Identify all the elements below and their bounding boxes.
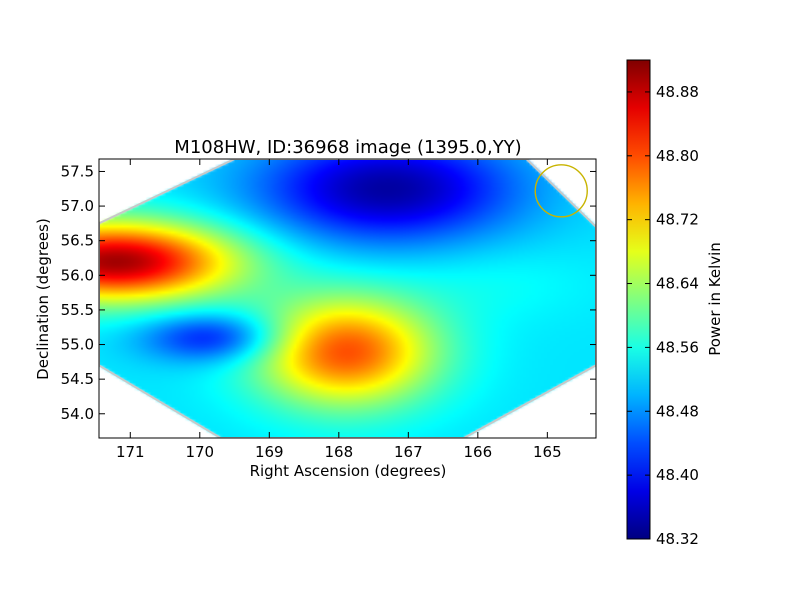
colorbar-tick-label: 48.48 [656, 402, 699, 420]
colorbar-tick-label: 48.80 [656, 147, 699, 165]
y-tick-label: 54.0 [61, 405, 94, 423]
colorbar: 48.32 48.40 48.48 48.56 48.64 48.72 48.80 48.88… [626, 59, 724, 548]
x-tick-label: 169 [255, 443, 284, 461]
y-tick-label: 54.5 [61, 370, 94, 388]
footprint-outline [99, 159, 596, 438]
x-tick-label: 170 [185, 443, 214, 461]
y-tick-label: 55.5 [61, 301, 94, 319]
x-tick-label: 167 [394, 443, 423, 461]
y-tick-label: 57.5 [61, 162, 94, 180]
y-tick-label: 56.0 [61, 266, 94, 284]
y-axis: 54.0 54.5 55.0 55.5 56.0 56.5 57.0 57.5 [61, 162, 596, 423]
beam-marker [534, 164, 588, 218]
plot-frame [98, 158, 597, 439]
x-tick-label: 168 [324, 443, 353, 461]
colorbar-tick-label: 48.72 [656, 211, 699, 229]
y-tick-label: 55.0 [61, 336, 94, 354]
x-axis-label: Right Ascension (degrees) [250, 462, 447, 480]
plot-area [99, 159, 596, 438]
x-tick-label: 166 [464, 443, 493, 461]
x-axis: 171 170 169 168 167 166 165 [116, 159, 562, 461]
colorbar-tick-label: 48.88 [656, 83, 699, 101]
colorbar-tick-label: 48.56 [656, 338, 699, 356]
y-axis-label: Declination (degrees) [34, 218, 52, 380]
colorbar-tick-label: 48.40 [656, 466, 699, 484]
y-tick-label: 56.5 [61, 232, 94, 250]
chart-title: M108HW, ID:36968 image (1395.0,YY) [174, 137, 521, 158]
colorbar-ticks: 48.32 48.40 48.48 48.56 48.64 48.72 48.80 48.88 [627, 83, 699, 548]
colorbar-tick-label: 48.64 [656, 275, 699, 293]
x-tick-label: 171 [116, 443, 145, 461]
colorbar-tick-label: 48.32 [656, 530, 699, 548]
colorbar-label: Power in Kelvin [706, 242, 724, 356]
y-tick-label: 57.0 [61, 197, 94, 215]
heatmap-image [99, 159, 596, 438]
x-tick-label: 165 [533, 443, 562, 461]
colorbar-gradient [626, 59, 651, 540]
